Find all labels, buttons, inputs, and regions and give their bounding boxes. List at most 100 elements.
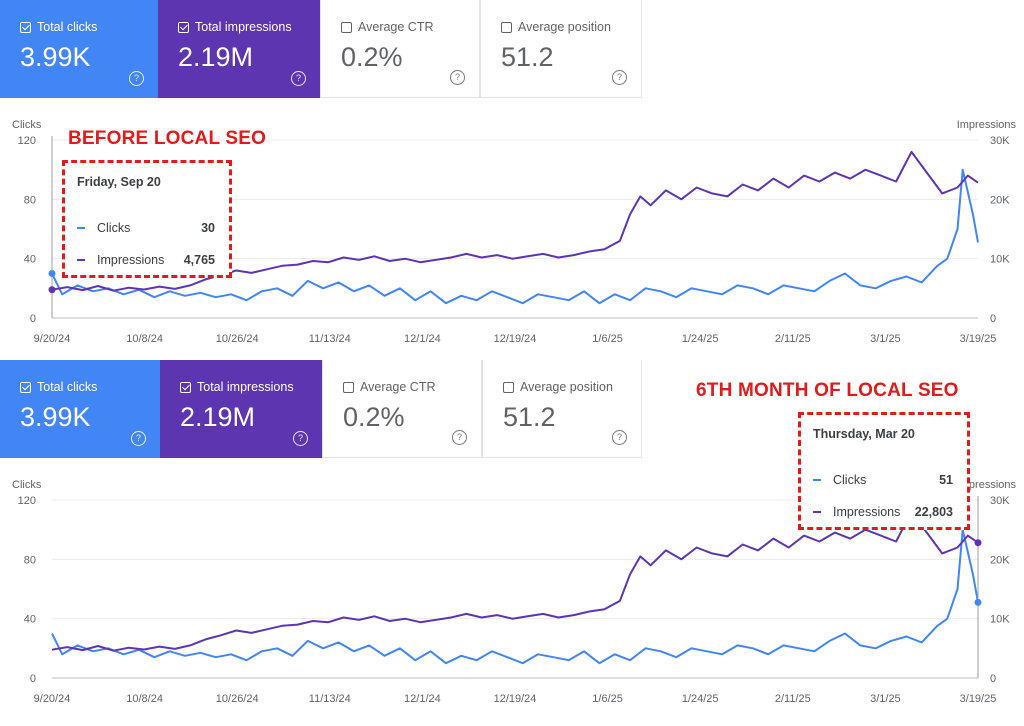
y-left-tick-label: 40 [24, 614, 36, 626]
y-right-tick-label: 30K [990, 135, 1010, 147]
hover-point-clicks [974, 598, 982, 606]
help-icon[interactable]: ? [291, 71, 306, 86]
panel-before: Total clicks 3.99K ? Total impressions 2… [0, 0, 1024, 360]
x-tick-label: 3/19/25 [960, 693, 997, 705]
card-label: Total impressions [195, 20, 292, 34]
help-icon[interactable]: ? [129, 71, 144, 86]
y-left-tick-label: 120 [18, 495, 36, 507]
series-line-impressions [51, 510, 979, 652]
checkbox-icon[interactable] [343, 381, 354, 393]
x-tick-label: 9/20/24 [34, 333, 71, 345]
card-label: Total clicks [37, 380, 98, 394]
y-left-axis-label: Clicks [12, 479, 42, 491]
y-right-tick-label: 20K [990, 194, 1010, 206]
card-average-ctr[interactable]: Average CTR 0.2% ? [320, 0, 480, 98]
tooltip-row-impressions: Impressions 4,765 [77, 251, 215, 269]
checkbox-icon[interactable] [503, 381, 514, 393]
x-tick-label: 2/11/25 [775, 693, 811, 705]
tooltip-date: Friday, Sep 20 [77, 175, 161, 189]
series-line-impressions [51, 150, 979, 292]
series-line-clicks [51, 168, 979, 305]
card-value: 2.19M [180, 402, 256, 432]
y-right-tick-label: 20K [990, 554, 1010, 566]
card-total-impressions[interactable]: Total impressions 2.19M ? [160, 360, 322, 458]
tooltip-label: Clicks [833, 473, 867, 487]
chart-tooltip: Thursday, Mar 20 Clicks 51 Impressions 2… [798, 412, 970, 530]
x-tick-label: 1/24/25 [682, 333, 719, 345]
tooltip-label: Impressions [833, 505, 901, 519]
x-tick-label: 10/8/24 [126, 693, 163, 705]
tooltip-label: Clicks [97, 221, 131, 235]
hover-point-impressions [974, 539, 982, 547]
card-value: 0.2% [343, 402, 405, 432]
card-label: Total clicks [37, 20, 98, 34]
checkbox-icon[interactable] [178, 21, 189, 33]
x-tick-label: 12/1/24 [404, 333, 441, 345]
x-tick-label: 11/13/24 [309, 333, 351, 345]
tooltip-value: 51 [939, 473, 953, 487]
y-left-tick-label: 40 [24, 254, 36, 266]
help-icon[interactable]: ? [131, 431, 146, 446]
performance-chart[interactable]: 0 40 80 120 0 10K 20K 30K Clicks Impressions 9/20/… [0, 110, 1024, 350]
y-right-axis-label: Impressions [957, 119, 1017, 131]
x-tick-label: 2/11/25 [775, 333, 811, 345]
card-label: Average CTR [360, 380, 436, 394]
checkbox-icon[interactable] [20, 21, 31, 33]
x-tick-label: 1/24/25 [682, 693, 719, 705]
x-tick-label: 11/13/24 [309, 693, 351, 705]
card-value: 0.2% [341, 42, 403, 72]
legend-swatch-impressions [77, 258, 85, 262]
help-icon[interactable]: ? [450, 70, 465, 85]
x-tick-label: 9/20/24 [34, 693, 71, 705]
x-tick-label: 3/1/25 [870, 333, 901, 345]
checkbox-icon[interactable] [20, 381, 31, 393]
card-average-position[interactable]: Average position 51.2 ? [482, 360, 642, 458]
help-icon[interactable]: ? [293, 431, 308, 446]
x-tick-label: 1/6/25 [592, 333, 623, 345]
tooltip-value: 22,803 [914, 505, 953, 519]
x-tick-label: 10/26/24 [216, 693, 259, 705]
x-tick-label: 3/19/25 [960, 333, 997, 345]
card-total-clicks[interactable]: Total clicks 3.99K ? [0, 0, 158, 98]
tooltip-row-impressions: Impressions 22,803 [813, 503, 953, 521]
tooltip-value: 4,765 [183, 253, 215, 267]
card-average-position[interactable]: Average position 51.2 ? [480, 0, 642, 98]
card-total-clicks[interactable]: Total clicks 3.99K ? [0, 360, 160, 458]
legend-swatch-impressions [813, 510, 821, 514]
checkbox-icon[interactable] [180, 381, 191, 393]
card-label: Total impressions [197, 380, 294, 394]
card-value: 51.2 [503, 402, 556, 432]
series-line-clicks [51, 528, 979, 665]
card-value: 3.99K [20, 402, 91, 432]
chart-tooltip: Friday, Sep 20 Clicks 30 Impressions 4,7… [62, 160, 232, 278]
y-right-tick-label: 10K [990, 254, 1010, 266]
help-icon[interactable]: ? [452, 430, 467, 445]
card-value: 3.99K [20, 42, 91, 72]
tooltip-row-clicks: Clicks 51 [813, 471, 953, 489]
performance-chart[interactable]: 0 40 80 120 0 10K 20K 30K Clicks Impressions 9/20/… [0, 470, 1024, 710]
tooltip-date: Thursday, Mar 20 [813, 427, 915, 441]
hover-point-clicks [48, 270, 56, 277]
card-value: 51.2 [501, 42, 554, 72]
checkbox-icon[interactable] [341, 21, 352, 33]
y-right-tick-label: 10K [990, 614, 1010, 626]
card-label: Average position [518, 20, 611, 34]
y-left-axis-label: Clicks [12, 119, 42, 131]
legend-swatch-clicks [77, 226, 85, 230]
y-left-tick-label: 0 [30, 313, 36, 325]
annotation-title: BEFORE LOCAL SEO [68, 128, 267, 149]
x-tick-label: 12/19/24 [494, 693, 537, 705]
checkbox-icon[interactable] [501, 21, 512, 33]
help-icon[interactable]: ? [612, 430, 627, 445]
help-icon[interactable]: ? [612, 70, 627, 85]
card-average-ctr[interactable]: Average CTR 0.2% ? [322, 360, 482, 458]
y-left-tick-label: 80 [24, 194, 36, 206]
y-right-tick-label: 30K [990, 495, 1010, 507]
card-label: Average position [520, 380, 613, 394]
y-left-tick-label: 0 [30, 673, 36, 685]
tooltip-value: 30 [201, 221, 215, 235]
x-tick-label: 10/26/24 [216, 333, 259, 345]
card-total-impressions[interactable]: Total impressions 2.19M ? [158, 0, 320, 98]
legend-swatch-clicks [813, 478, 821, 482]
x-tick-label: 3/1/25 [870, 693, 901, 705]
